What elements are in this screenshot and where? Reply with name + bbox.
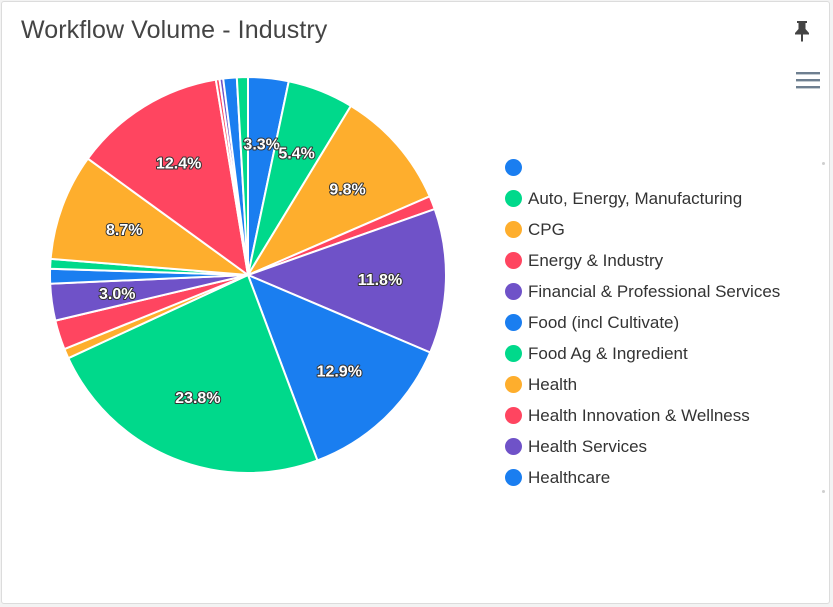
legend-label: CPG xyxy=(528,219,565,239)
chart-title: Workflow Volume - Industry xyxy=(21,16,328,44)
pie-slice[interactable] xyxy=(245,104,432,278)
legend-item[interactable]: Health xyxy=(505,369,815,400)
legend-marker-icon xyxy=(505,469,522,486)
legend-marker-icon xyxy=(505,190,522,207)
legend-marker-icon xyxy=(505,407,522,424)
chart-legend: Auto, Energy, Manufacturing CPG Energy & I… xyxy=(505,152,815,493)
legend-item[interactable]: Financial & Professional Services xyxy=(505,276,815,307)
legend-label: Health Innovation & Wellness xyxy=(528,405,750,425)
legend-item[interactable]: Health Innovation & Wellness xyxy=(505,400,815,431)
pie-slice[interactable] xyxy=(86,78,250,278)
legend-label: Financial & Professional Services xyxy=(528,281,781,301)
legend-item[interactable]: Energy & Industry xyxy=(505,245,815,276)
legend-marker-icon xyxy=(505,376,522,393)
legend-item[interactable]: Healthcare xyxy=(505,462,815,493)
slice-percent-label: 12.9% xyxy=(317,363,362,380)
legend-label: Food (incl Cultivate) xyxy=(528,312,680,332)
legend-marker-icon xyxy=(505,221,522,238)
slice-percent-label: 8.7% xyxy=(106,222,142,239)
legend-label: Healthcare xyxy=(528,467,611,487)
legend-item[interactable] xyxy=(505,152,815,183)
slice-percent-label: 23.8% xyxy=(175,390,220,407)
slice-percent-label: 3.0% xyxy=(99,286,135,303)
hamburger-menu-icon[interactable] xyxy=(794,68,822,92)
legend-marker-icon xyxy=(505,314,522,331)
pie-slice[interactable] xyxy=(49,157,252,277)
pin-icon[interactable] xyxy=(792,20,812,42)
pie-slice[interactable] xyxy=(235,75,249,276)
legend-scroll-indicator-bottom xyxy=(822,490,825,493)
legend-marker-icon xyxy=(505,345,522,362)
legend-item[interactable]: CPG xyxy=(505,214,815,245)
legend-item[interactable]: Auto, Energy, Manufacturing xyxy=(505,183,815,214)
legend-marker-icon xyxy=(505,283,522,300)
slice-percent-label: 12.4% xyxy=(156,156,201,173)
legend-marker-icon xyxy=(505,438,522,455)
legend-marker-icon xyxy=(505,159,522,176)
legend-label: Health xyxy=(528,374,578,394)
legend-item[interactable]: Health Services xyxy=(505,431,815,462)
legend-label: Food Ag & Ingredient xyxy=(528,343,688,363)
legend-label: Auto, Energy, Manufacturing xyxy=(528,188,743,208)
legend-item[interactable]: Food (incl Cultivate) xyxy=(505,307,815,338)
slice-percent-label: 9.8% xyxy=(329,181,365,198)
pie-slice[interactable] xyxy=(246,273,432,462)
legend-scroll-indicator-top xyxy=(822,162,825,165)
pie-slice[interactable] xyxy=(245,207,447,354)
legend-label: Health Services xyxy=(528,436,648,456)
legend-label: Energy & Industry xyxy=(528,250,664,270)
slice-percent-label: 3.3% xyxy=(243,137,279,154)
slice-percent-label: 11.8% xyxy=(358,272,402,289)
legend-item[interactable]: Food Ag & Ingredient xyxy=(505,338,815,369)
legend-marker-icon xyxy=(505,252,522,269)
slice-percent-label: 5.4% xyxy=(278,145,314,162)
pie-slice[interactable] xyxy=(66,273,319,474)
